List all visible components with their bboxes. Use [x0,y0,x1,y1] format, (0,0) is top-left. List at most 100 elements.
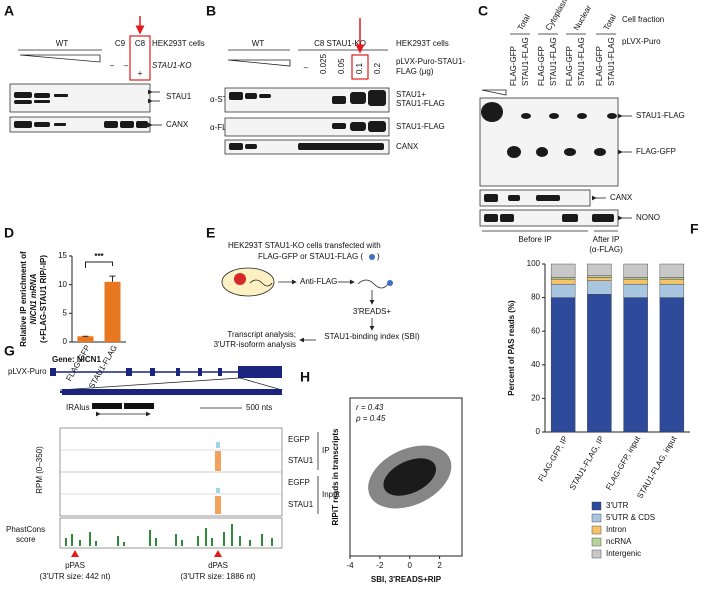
bar-segment [659,277,685,280]
x-tick-label: FLAG-GFP, input [604,434,643,492]
y-tick-label: 60 [531,326,540,335]
x-tick-label: STAU1-FLAG, IP [568,435,606,492]
bar [104,281,121,342]
dose: 0.05 [337,58,346,74]
lane: STAU1-FLAG [521,37,530,86]
dose: 0.2 [373,62,382,74]
band-label: STAU1-FLAG [636,111,685,120]
dose: 0.025 [319,53,328,74]
element: IRAlus [66,403,90,412]
pas-note: (3'UTR size: 1886 nt) [180,572,256,581]
x-tick-label: -2 [376,561,384,570]
bar-segment [623,263,648,278]
bar-segment [587,277,612,282]
panel-label: C [478,3,488,19]
band-label: CANX [610,193,633,202]
y-tick-label: 10 [58,280,67,289]
bar-segment [623,278,648,285]
conservation-label: PhastCons [6,525,45,534]
y-tick-label: 5 [63,308,68,317]
lane: STAU1-FLAG [549,37,558,86]
pas-label: pPAS [65,561,85,570]
cell-line: HEK293T cells [152,39,205,48]
y-axis-label: RIPiT reads in transcripts [331,428,340,525]
before-ip: Before IP [518,235,551,244]
bar-segment [550,283,576,298]
y-axis-label: NICN1 mRNA [29,273,38,324]
panel-e: HEK293T STAU1-KO cells transfected with … [214,241,420,349]
panel-label: E [206,225,215,241]
band-label: FLAG-GFP [636,147,676,156]
annotation: ρ = 0.45 [355,414,386,423]
x-tick-label: 0 [408,561,413,570]
bar-segment [550,278,576,285]
legend-label: 3'UTR [606,501,629,510]
lane: FLAG-GFP [537,46,546,86]
legend-swatch [591,513,602,523]
legend-label: ncRNA [606,537,632,546]
panel-label: F [690,221,699,237]
lane: STAU1-FLAG [577,37,586,86]
bar-segment [659,297,685,433]
legend-label: 5'UTR & CDS [606,513,655,522]
fraction: Cytoplasmic [544,0,574,32]
y-tick-label: 15 [58,251,67,260]
track-label: STAU1 [288,456,314,465]
significance-bracket [85,261,113,268]
group-label: WT [56,39,69,48]
legend-swatch [591,537,602,547]
dose-label: pLVX-Puro-STAU1- [396,57,465,66]
e-analysis: 3'UTR-isoform analysis [214,340,296,349]
x-tick-label: STAU1-FLAG [87,344,119,391]
y-tick-label: 100 [527,259,541,268]
significance: *** [94,252,104,261]
legend-swatch [591,549,602,559]
cell-line: HEK293T cells [396,39,449,48]
vector: pLVX-Puro [622,37,661,46]
e-constructs-end: ) [377,252,380,261]
x-tick-label: 2 [437,561,442,570]
group-label: WT [252,39,265,48]
band-label: CANX [166,120,189,129]
fraction: Total [516,13,532,32]
annotation: r = 0.43 [356,403,384,412]
bar-segment [623,297,648,433]
panel-a: WT C9 C8 HEK293T cells – – + STAU1-KO ST… [9,16,205,133]
legend-label: Intergenic [606,549,641,558]
bar-segment [587,280,612,295]
x-tick-label: STAU1-FLAG, input [635,434,678,500]
e-step: 3'READS+ [353,307,392,316]
x-axis-label: pLVX-Puro [8,367,47,376]
e-step: STAU1-binding index (SBI) [324,332,420,341]
bar-segment [659,278,685,285]
bar-segment [550,297,576,433]
ko-sign: – [124,61,129,70]
band-label: STAU1-FLAG [396,122,445,131]
bar-segment [659,263,685,278]
group-label: Input [322,490,341,499]
lane: STAU1-FLAG [607,37,616,86]
panel-b: WT C8 STAU1-KO HEK293T cells – 0.025 0.0… [210,18,465,155]
band-label: CANX [396,142,419,151]
lane: FLAG-GFP [595,46,604,86]
legend-label: Intron [606,525,626,534]
x-tick-label: -4 [346,561,354,570]
fraction: Total [602,13,618,32]
scale-bar: 500 nts [246,403,272,412]
panel-c: Total Cytoplasmic Nuclear Total Cell fra… [479,0,685,254]
fraction: Nuclear [572,3,594,32]
after-ip-antibody: (α-FLAG) [589,245,623,254]
panel-label: H [300,369,310,385]
track-label: EGFP [288,478,310,487]
group-label: C8 [135,39,146,48]
group-label: IP [322,446,330,455]
band-label: STAU1+ [396,90,426,99]
dose: – [304,63,309,72]
e-constructs: FLAG-GFP or STAU1-FLAG ( [258,252,363,261]
bar-segment [587,263,612,276]
bar [77,336,94,342]
panel-label: B [206,3,216,19]
band-label: STAU1-FLAG [396,99,445,108]
bar-segment [550,277,576,280]
